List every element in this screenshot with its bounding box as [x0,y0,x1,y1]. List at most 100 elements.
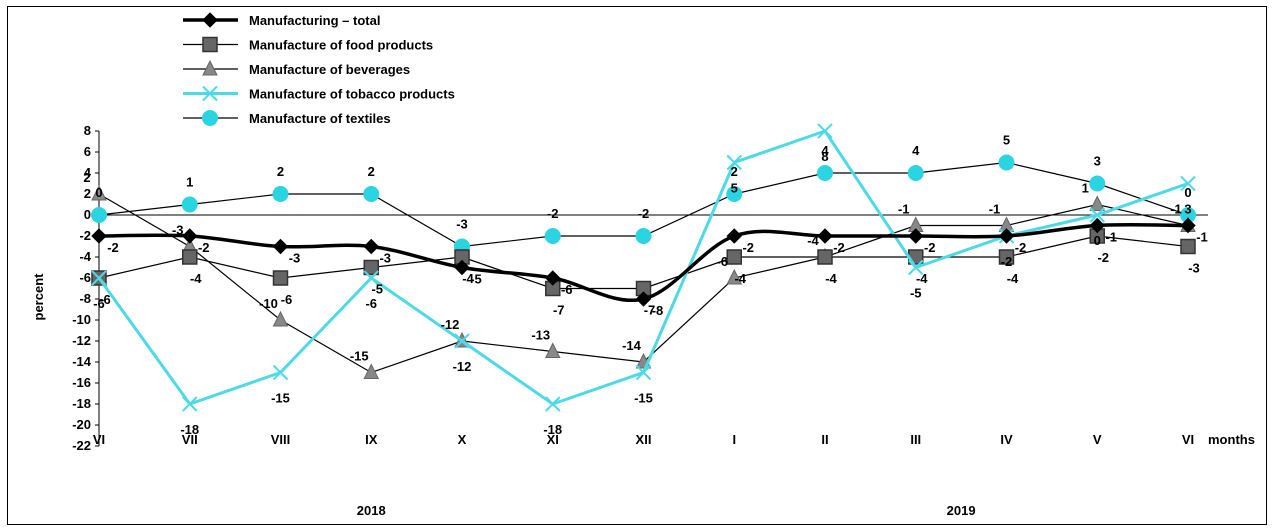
data-label: -2 [198,240,210,255]
data-label: 1 [186,175,193,190]
marker-triangle [91,184,107,201]
marker-triangle [202,59,218,76]
x-tick-label: VI [93,432,105,447]
y-tick-label: 6 [84,144,91,159]
marker-x [454,333,470,349]
legend-item: Manufacturing – total [183,12,380,28]
marker-circle [726,186,743,202]
data-label: -3 [172,223,184,238]
marker-triangle [363,363,380,379]
data-label: -6 [365,296,377,311]
data-label: -2 [1097,250,1109,265]
marker-x [363,270,379,286]
data-label: -5 [371,282,383,297]
data-label: -5 [910,286,922,301]
marker-triangle [272,310,289,327]
data-label: 3 [1184,202,1191,217]
marker-circle [1180,207,1196,223]
y-tick-label: -22 [72,438,91,453]
y-axis-title: percent [31,273,46,321]
data-label: -2 [547,206,559,221]
data-label: -15 [350,349,369,364]
x-tick-label: X [458,432,467,447]
x-axis-title: months [1208,432,1255,447]
data-label: -15 [271,391,290,406]
marker-circle [91,207,107,223]
legend-label: Manufacture of tobacco products [249,87,455,102]
y-tick-label: 8 [84,123,91,138]
data-label: -6 [561,282,573,297]
marker-x [817,123,833,139]
y-tick-label: 2 [84,186,91,201]
marker-circle [635,228,652,244]
data-label: 1 [1082,181,1089,196]
data-label: -6 [99,292,111,307]
data-label: -4 [807,233,819,248]
legend-item: Manufacture of tobacco products [183,85,455,102]
marker-diamond [998,228,1015,244]
data-label: -6 [716,254,728,269]
data-label: -4 [190,271,202,286]
y-tick-label: 4 [84,165,92,180]
x-tick-label: V [1093,432,1102,447]
marker-circle [272,186,289,202]
data-label: -3 [456,217,468,232]
marker-circle [363,186,380,202]
marker-diamond [726,228,742,244]
marker-square [363,259,379,276]
marker-x [908,259,924,276]
year-label: 2018 [357,503,386,518]
data-label: 2 [368,164,375,179]
data-label: -12 [453,359,472,374]
x-tick-label: III [910,432,921,447]
marker-circle [1089,175,1106,192]
marker-circle [998,154,1015,171]
x-tick-label: I [732,432,736,447]
data-label: 8 [821,149,828,164]
marker-diamond [1089,217,1105,234]
legend-label: Manufacture of textiles [249,111,391,126]
y-tick-label: -2 [79,228,91,243]
y-tick-label: 0 [84,207,91,222]
x-tick-label: XII [636,432,652,447]
series-circle [91,154,1196,255]
marker-circle [907,165,924,181]
y-tick-label: -4 [79,249,91,264]
data-label: 4 [821,143,829,158]
marker-x [726,154,742,171]
data-label: -2 [638,206,650,221]
data-label: -1 [898,202,910,217]
year-labels: 2018 2019 [357,503,976,518]
y-tick-label: -8 [79,291,91,306]
marker-diamond [635,291,652,307]
data-label: -5 [470,272,482,287]
marker-x [202,85,218,102]
data-labels: -2 -2-3 -3-5-6-8-2 -2 -2 -2-1 -1-6-4-6-5-4-7 -7… [83,133,1207,438]
data-label: -4 [462,271,474,286]
data-label: 2 [731,164,738,179]
marker-diamond [817,228,833,244]
series-diamond [91,217,1196,307]
marker-diamond [908,228,924,244]
marker-triangle [1089,195,1106,211]
data-label: 5 [731,181,738,196]
legend-label: Manufacture of food products [249,38,433,53]
marker-diamond [182,228,198,244]
series-lines [91,123,1196,412]
marker-diamond [363,238,379,255]
data-label: -12 [441,317,460,332]
marker-circle [544,228,561,244]
data-label: -4 [825,271,837,286]
legend-item: Manufacture of food products [183,36,433,53]
year-label: 2019 [947,503,976,518]
marker-triangle [544,342,561,358]
marker-diamond [545,270,561,286]
marker-square [272,270,289,286]
data-label: -6 [281,292,293,307]
data-label: -7 [644,303,656,318]
marker-circle [181,196,198,213]
y-tick-label: -18 [72,396,91,411]
data-label: 0 [1184,185,1191,200]
data-label: -2 [107,240,119,255]
